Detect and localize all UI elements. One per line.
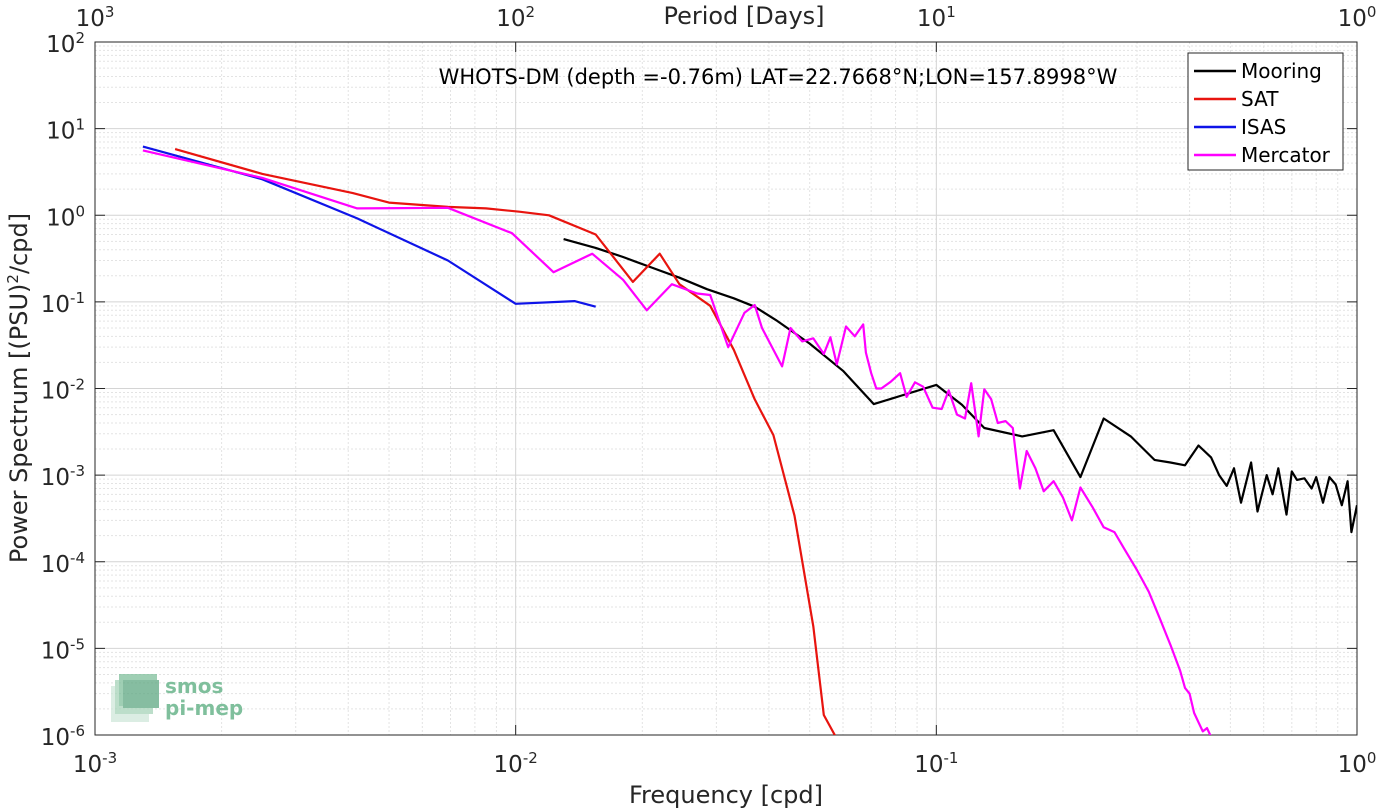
x-tick-label: 10-3 bbox=[73, 749, 117, 778]
series-line-mooring bbox=[563, 238, 1357, 534]
logo-text-pi-mep: pi-mep bbox=[165, 696, 243, 720]
x-axis-label: Frequency [cpd] bbox=[629, 781, 823, 809]
y-tick-label: 102 bbox=[46, 29, 85, 58]
series-layer bbox=[142, 145, 1357, 735]
y-tick-label: 10-6 bbox=[41, 722, 85, 751]
y-tick-label: 10-3 bbox=[41, 462, 85, 491]
legend-items: Mooring SAT ISAS Mercator bbox=[1194, 59, 1331, 167]
y-tick-label: 10-4 bbox=[41, 549, 85, 578]
legend-label-mooring: Mooring bbox=[1241, 59, 1322, 83]
y-axis-label-sup: 2 bbox=[4, 274, 22, 284]
series-line-isas bbox=[142, 145, 596, 308]
legend: Mooring SAT ISAS Mercator bbox=[1187, 52, 1344, 171]
logo-text-smos: smos bbox=[165, 674, 223, 698]
y-tick-label: 101 bbox=[46, 116, 85, 145]
smos-pi-mep-logo: smos pi-mep bbox=[111, 674, 243, 722]
y-axis-label-tail: /cpd] bbox=[5, 213, 33, 274]
chart-title: WHOTS-DM (depth =-0.76m) LAT=22.7668°N;L… bbox=[439, 65, 1118, 89]
x-tick-label: 10-2 bbox=[494, 749, 538, 778]
logo-mark-icon bbox=[111, 674, 159, 722]
y-tick-label: 10-1 bbox=[41, 289, 85, 318]
y-axis-label: Power Spectrum [(PSU)2/cpd] bbox=[4, 213, 33, 563]
top-tick-label: 102 bbox=[496, 3, 535, 32]
x-tick-label: 10-1 bbox=[914, 749, 958, 778]
y-tick-label: 10-2 bbox=[41, 376, 85, 405]
top-tick-label: 101 bbox=[917, 3, 956, 32]
y-tick-label: 10-5 bbox=[41, 635, 85, 664]
y-tick-label: 100 bbox=[46, 202, 85, 231]
top-axis-label: Period [Days] bbox=[663, 2, 824, 30]
series-line-mercator bbox=[142, 149, 1212, 735]
x-tick-label: 100 bbox=[1338, 749, 1377, 778]
axis-ticks bbox=[94, 41, 1358, 736]
major-grid bbox=[94, 41, 1358, 736]
legend-label-sat: SAT bbox=[1241, 87, 1279, 111]
y-axis-label-main: Power Spectrum [(PSU) bbox=[5, 284, 33, 563]
legend-box bbox=[1187, 52, 1344, 171]
minor-grid bbox=[95, 42, 1357, 735]
series-line-sat bbox=[174, 148, 837, 735]
top-tick-label: 100 bbox=[1338, 3, 1377, 32]
legend-label-isas: ISAS bbox=[1241, 115, 1286, 139]
legend-label-mercator: Mercator bbox=[1241, 143, 1331, 167]
top-tick-label: 103 bbox=[76, 3, 115, 32]
